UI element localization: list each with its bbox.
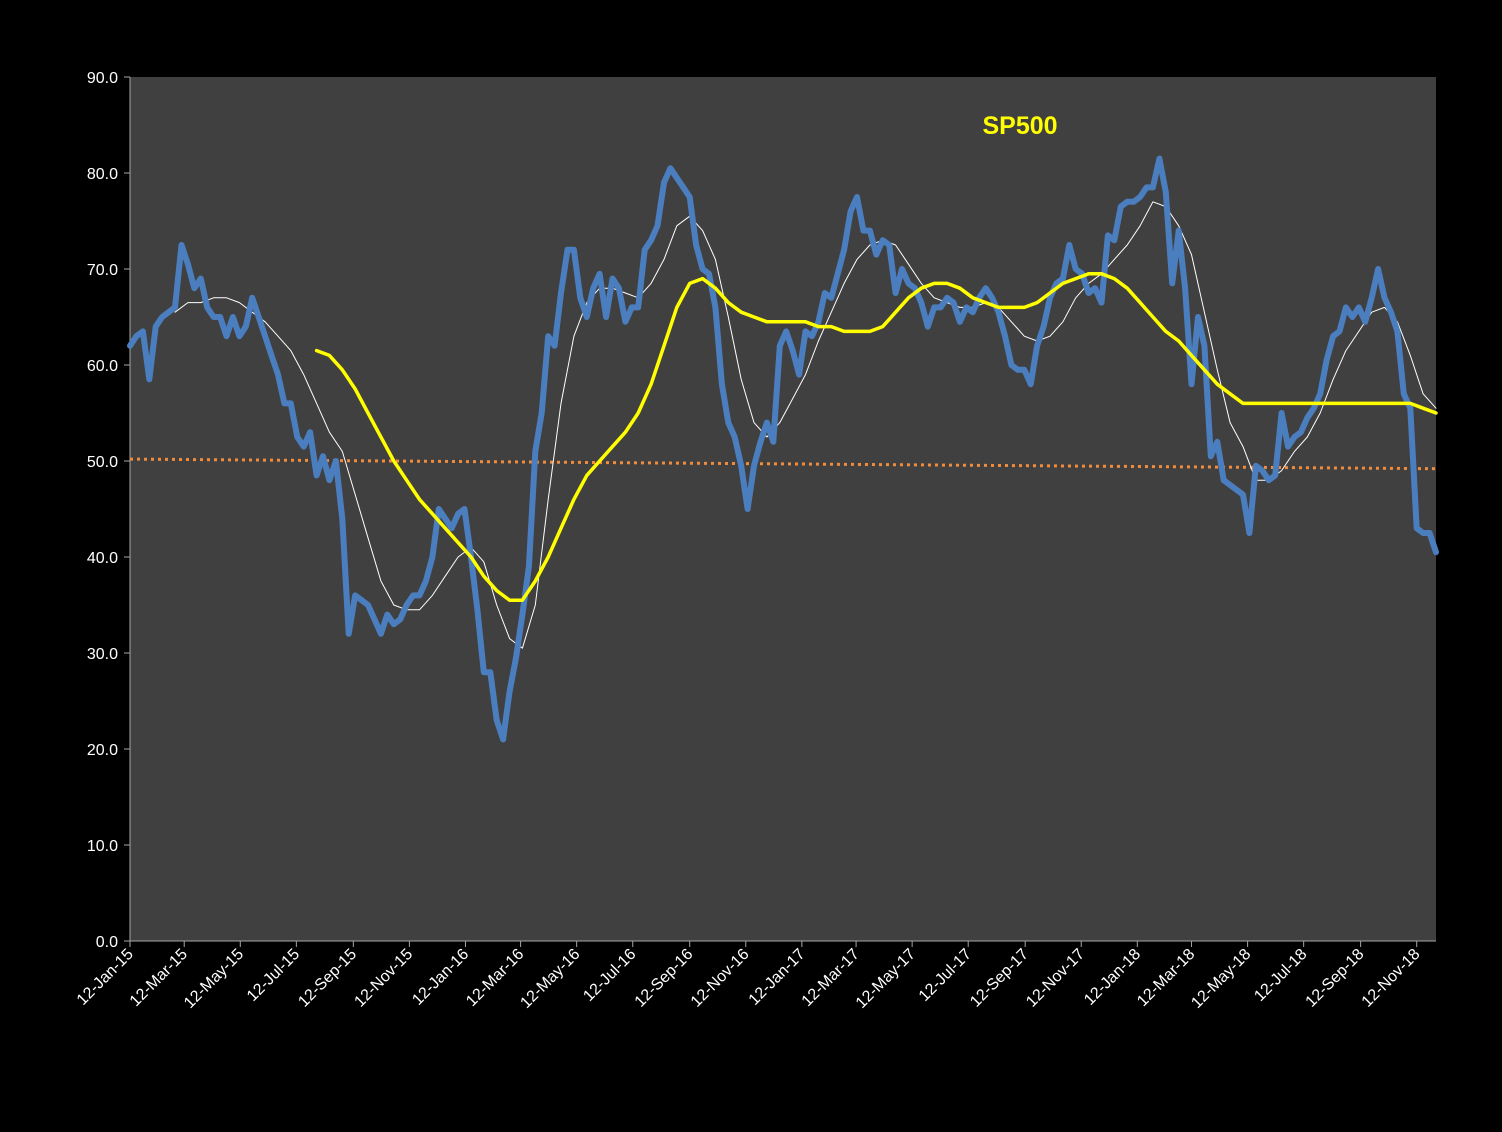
y-tick-label: 70.0	[87, 262, 118, 279]
y-tick-label: 10.0	[87, 838, 118, 855]
series-line-indicator	[127, 155, 1439, 743]
y-tick-label: 0.0	[96, 934, 118, 951]
y-tick-label: 90.0	[87, 70, 118, 87]
chart-title: SP500	[982, 112, 1057, 140]
y-tick-label: 60.0	[87, 358, 118, 375]
series-layer	[127, 155, 1439, 743]
series-line-long-moving-average	[314, 272, 1438, 602]
y-tick-label: 50.0	[87, 454, 118, 471]
series-line-trend-line	[129, 457, 1437, 471]
y-axis: 0.0 10.0 20.0 30.0 40.0 50.0 60.0 70.0 80.0 90.0	[87, 70, 131, 951]
y-tick-label: 80.0	[87, 166, 118, 183]
plot-background	[130, 77, 1436, 941]
series-line-short-moving-average	[174, 201, 1437, 649]
y-tick-label: 40.0	[87, 550, 118, 567]
y-tick-label: 30.0	[87, 646, 118, 663]
y-tick-label: 20.0	[87, 742, 118, 759]
